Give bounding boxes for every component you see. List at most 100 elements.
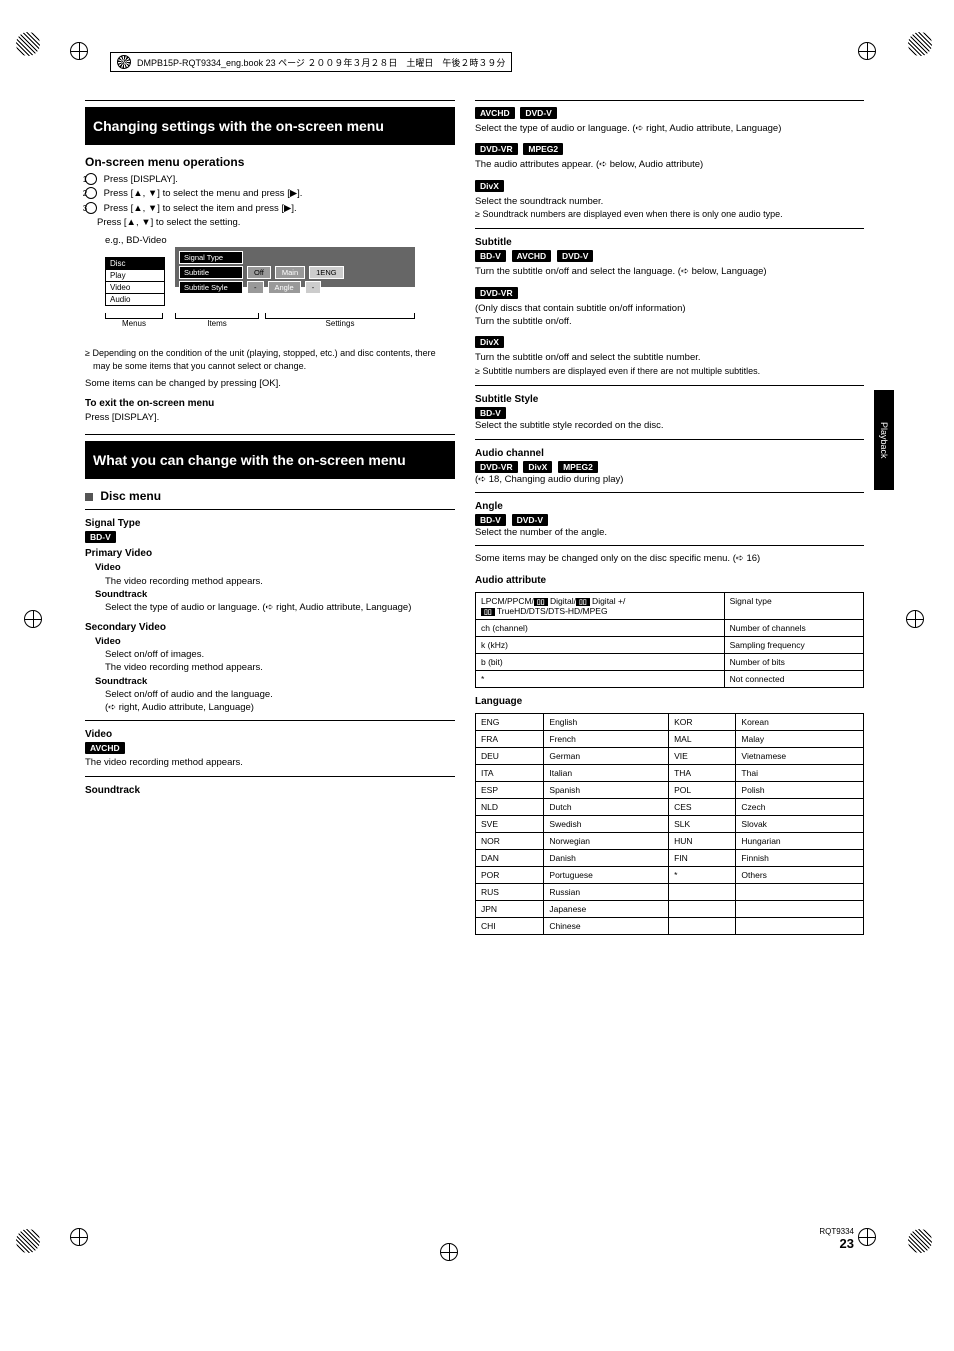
osd-dash1: - bbox=[247, 281, 264, 294]
page: DMPB15P-RQT9334_eng.book 23 ページ ２００９年３月２… bbox=[0, 0, 954, 1351]
rc-sub-body3: Turn the subtitle on/off and select the … bbox=[475, 351, 864, 364]
file-header: DMPB15P-RQT9334_eng.book 23 ページ ２００９年３月２… bbox=[110, 52, 512, 72]
rc-sub-note3: Subtitle numbers are displayed even if t… bbox=[483, 365, 864, 378]
example-label: e.g., BD-Video bbox=[105, 234, 455, 247]
fmt-a-bdv: BD-V bbox=[475, 514, 506, 526]
table-cell: Hungarian bbox=[736, 833, 864, 850]
rc-sub-3: DivX Turn the subtitle on/off and select… bbox=[475, 336, 864, 377]
rc-body-1: Select the type of audio or language. (➪… bbox=[475, 122, 864, 135]
table-cell: Spanish bbox=[544, 782, 669, 799]
video-body: The video recording method appears. bbox=[85, 756, 455, 769]
fmt-mpeg2: MPEG2 bbox=[523, 143, 563, 155]
table-cell bbox=[669, 918, 736, 935]
secondary-video-soundtrack: Soundtrack bbox=[95, 675, 455, 688]
table-cell: JPN bbox=[476, 901, 544, 918]
fmt-ac-divx: DivX bbox=[523, 461, 552, 473]
table-cell bbox=[736, 918, 864, 935]
angle-heading: Angle bbox=[475, 501, 864, 512]
table-row: PORPortuguese*Others bbox=[476, 867, 864, 884]
table-cell: SVE bbox=[476, 816, 544, 833]
osd-menu-disc: Disc bbox=[106, 258, 164, 270]
some-items-note: Some items can be changed by pressing [O… bbox=[85, 377, 455, 390]
corner-hatch bbox=[908, 1229, 932, 1253]
table-cell: * bbox=[476, 671, 725, 688]
table-row: ENGEnglishKORKorean bbox=[476, 714, 864, 731]
audio-attribute-table: LPCM/PPCM/▯▯ Digital/▯▯ Digital +/▯▯ Tru… bbox=[475, 592, 864, 688]
video-heading: Video bbox=[85, 729, 455, 740]
osd-menu-video: Video bbox=[106, 282, 164, 294]
osd-subtitle: Subtitle bbox=[179, 266, 243, 279]
swatch-icon bbox=[117, 55, 131, 69]
table-cell: Czech bbox=[736, 799, 864, 816]
table-cell: FIN bbox=[669, 850, 736, 867]
rc-body-2: The audio attributes appear. (➪ below, A… bbox=[475, 158, 864, 171]
rc-body-3: Select the soundtrack number. bbox=[475, 195, 864, 208]
step-number-3: 3 bbox=[85, 202, 97, 214]
table-cell: Thai bbox=[736, 765, 864, 782]
table-cell: ESP bbox=[476, 782, 544, 799]
audio-attribute-heading: Audio attribute bbox=[475, 575, 864, 586]
table-cell: LPCM/PPCM/▯▯ Digital/▯▯ Digital +/▯▯ Tru… bbox=[476, 593, 725, 620]
signal-type-heading: Signal Type bbox=[85, 518, 455, 529]
fmt-ac-mpeg2: MPEG2 bbox=[558, 461, 598, 473]
table-cell bbox=[736, 901, 864, 918]
table-row: ITAItalianTHAThai bbox=[476, 765, 864, 782]
table-cell: Finnish bbox=[736, 850, 864, 867]
sv-video-label: Video bbox=[95, 636, 121, 647]
table-cell: Polish bbox=[736, 782, 864, 799]
table-cell: NOR bbox=[476, 833, 544, 850]
step-3-text: Press [▲, ▼] to select the item and pres… bbox=[104, 203, 297, 214]
section-title-1: Changing settings with the on-screen men… bbox=[85, 107, 455, 145]
step-2: 2 Press [▲, ▼] to select the menu and pr… bbox=[97, 187, 455, 201]
table-cell: FRA bbox=[476, 731, 544, 748]
table-cell: Swedish bbox=[544, 816, 669, 833]
bracket-menus: Menus bbox=[105, 313, 163, 328]
table-cell: THA bbox=[669, 765, 736, 782]
table-row: FRAFrenchMALMalay bbox=[476, 731, 864, 748]
rc-item-2: DVD-VR MPEG2 The audio attributes appear… bbox=[475, 143, 864, 171]
table-cell: Vietnamese bbox=[736, 748, 864, 765]
angle-body: Select the number of the angle. bbox=[475, 526, 864, 539]
table-cell: Number of bits bbox=[724, 654, 863, 671]
table-cell: Signal type bbox=[724, 593, 863, 620]
step-number-1: 1 bbox=[85, 173, 97, 185]
fmt-divx: DivX bbox=[475, 180, 504, 192]
bracket-items: Items bbox=[175, 313, 259, 328]
bracket-settings: Settings bbox=[265, 313, 415, 328]
to-exit-heading: To exit the on-screen menu bbox=[85, 398, 455, 409]
fmt-s-avchd: AVCHD bbox=[512, 250, 552, 262]
table-row: *Not connected bbox=[476, 671, 864, 688]
subtitle-heading: Subtitle bbox=[475, 237, 864, 248]
disc-menu-heading: Disc menu bbox=[85, 489, 455, 503]
pv-soundtrack-label: Soundtrack bbox=[95, 589, 147, 600]
register-mark bbox=[906, 610, 924, 628]
register-mark bbox=[24, 610, 42, 628]
table-cell: ITA bbox=[476, 765, 544, 782]
footnote-text: Some items may be changed only on the di… bbox=[475, 552, 864, 565]
osd-dash2: - bbox=[305, 281, 322, 294]
audio-channel-heading: Audio channel bbox=[475, 448, 864, 459]
table-cell: SLK bbox=[669, 816, 736, 833]
table-row: RUSRussian bbox=[476, 884, 864, 901]
step-1: 1 Press [DISPLAY]. bbox=[97, 173, 455, 187]
left-column: Changing settings with the on-screen men… bbox=[85, 100, 455, 1251]
osd-signal-type: Signal Type bbox=[179, 251, 243, 264]
table-cell: Number of channels bbox=[724, 620, 863, 637]
table-cell: MAL bbox=[669, 731, 736, 748]
table-row: LPCM/PPCM/▯▯ Digital/▯▯ Digital +/▯▯ Tru… bbox=[476, 593, 864, 620]
table-cell: CHI bbox=[476, 918, 544, 935]
table-cell bbox=[669, 901, 736, 918]
table-cell: Korean bbox=[736, 714, 864, 731]
table-cell: VIE bbox=[669, 748, 736, 765]
sv-video-body: Select on/off of images. The video recor… bbox=[105, 648, 455, 675]
table-cell: DAN bbox=[476, 850, 544, 867]
osd-menu-play: Play bbox=[106, 270, 164, 282]
table-cell: CES bbox=[669, 799, 736, 816]
rc-item-1: AVCHD DVD-V Select the type of audio or … bbox=[475, 107, 864, 135]
content-area: Changing settings with the on-screen men… bbox=[85, 100, 864, 1251]
table-cell bbox=[669, 884, 736, 901]
rc-sub-1: BD-V AVCHD DVD-V Turn the subtitle on/of… bbox=[475, 250, 864, 278]
table-row: JPNJapanese bbox=[476, 901, 864, 918]
audio-channel-body: (➪ 18, Changing audio during play) bbox=[475, 473, 864, 486]
table-cell: ch (channel) bbox=[476, 620, 725, 637]
